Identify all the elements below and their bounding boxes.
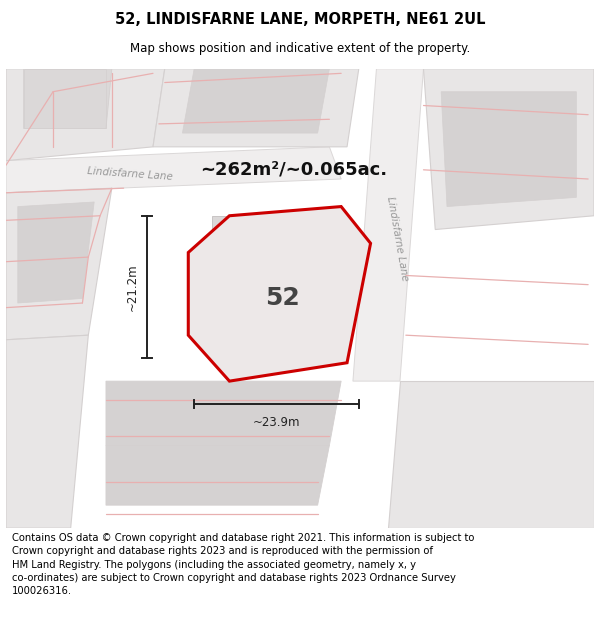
Polygon shape — [6, 335, 88, 528]
Text: Map shows position and indicative extent of the property.: Map shows position and indicative extent… — [130, 42, 470, 55]
Polygon shape — [424, 69, 594, 229]
Polygon shape — [6, 188, 112, 340]
Polygon shape — [23, 69, 112, 129]
Polygon shape — [106, 446, 329, 505]
Polygon shape — [106, 381, 341, 446]
Polygon shape — [6, 69, 165, 161]
Text: 52, LINDISFARNE LANE, MORPETH, NE61 2UL: 52, LINDISFARNE LANE, MORPETH, NE61 2UL — [115, 12, 485, 28]
Text: Lindisfarne Lane: Lindisfarne Lane — [86, 166, 173, 182]
Polygon shape — [388, 381, 594, 528]
Text: ~23.9m: ~23.9m — [253, 416, 300, 429]
Polygon shape — [188, 206, 371, 381]
Text: ~262m²/~0.065ac.: ~262m²/~0.065ac. — [200, 161, 388, 179]
Polygon shape — [153, 69, 359, 147]
Text: Lindisfarne Lane: Lindisfarne Lane — [385, 196, 409, 282]
Polygon shape — [6, 147, 341, 192]
Polygon shape — [182, 69, 329, 133]
Polygon shape — [212, 216, 312, 358]
Text: 52: 52 — [265, 286, 300, 311]
Text: Contains OS data © Crown copyright and database right 2021. This information is : Contains OS data © Crown copyright and d… — [12, 533, 474, 596]
Polygon shape — [441, 92, 577, 206]
Polygon shape — [18, 202, 94, 303]
Polygon shape — [353, 69, 424, 381]
Text: ~21.2m: ~21.2m — [125, 263, 139, 311]
